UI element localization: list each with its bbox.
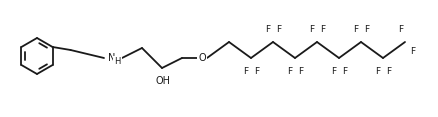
Text: F: F [332,66,336,75]
Text: F: F [298,66,304,75]
Text: F: F [287,66,293,75]
Text: F: F [386,66,392,75]
Text: F: F [254,66,260,75]
Text: F: F [353,24,359,33]
Text: F: F [244,66,248,75]
Text: O: O [198,53,206,63]
Text: F: F [265,24,271,33]
Text: F: F [375,66,381,75]
Text: H: H [114,57,121,66]
Text: F: F [276,24,282,33]
Text: F: F [309,24,314,33]
Text: N: N [108,53,116,63]
Text: F: F [364,24,370,33]
Text: F: F [343,66,348,75]
Text: F: F [410,46,416,55]
Text: F: F [399,24,403,33]
Text: OH: OH [155,76,170,86]
Text: F: F [321,24,325,33]
